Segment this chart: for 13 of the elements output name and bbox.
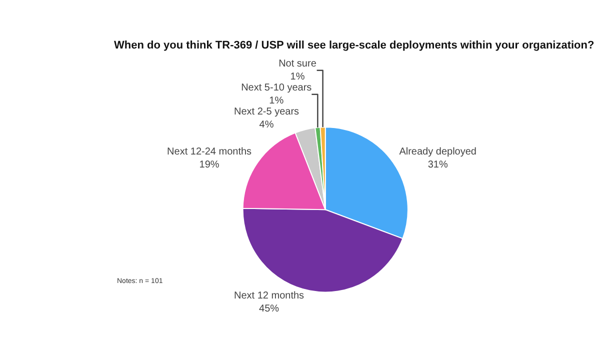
slice-label: Next 12 months: [234, 290, 304, 302]
slice-label: Not sure: [278, 58, 317, 70]
data-label: 19%: [199, 160, 220, 171]
slice-label: Next 5-10 years: [241, 82, 312, 94]
data-label: 1%: [269, 95, 284, 106]
data-label: 45%: [259, 303, 280, 314]
chart-title: When do you think TR-369 / USP will see large-scale deployments within your organization?: [114, 39, 594, 52]
data-label: 4%: [259, 119, 274, 130]
slice-label: Already deployed: [399, 146, 476, 158]
slice-label: Next 12-24 months: [167, 146, 252, 158]
slice-label: Next 2-5 years: [234, 106, 300, 118]
data-label: 31%: [428, 160, 448, 171]
data-label: 1%: [290, 71, 305, 82]
